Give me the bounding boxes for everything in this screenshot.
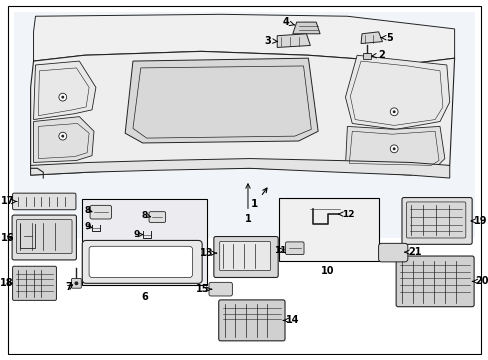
Circle shape [392,147,395,150]
Text: 17: 17 [0,197,17,206]
Text: 11: 11 [274,246,286,255]
FancyBboxPatch shape [13,266,56,300]
Text: 19: 19 [470,216,487,226]
FancyBboxPatch shape [285,242,304,255]
Bar [83,201,205,284]
Circle shape [392,110,395,113]
FancyBboxPatch shape [12,215,76,260]
Text: 12: 12 [338,210,354,219]
Text: 6: 6 [141,292,148,302]
FancyBboxPatch shape [90,205,111,219]
FancyBboxPatch shape [401,198,471,244]
FancyBboxPatch shape [406,202,465,238]
FancyBboxPatch shape [218,300,285,341]
Polygon shape [31,51,454,175]
Polygon shape [345,55,449,129]
Text: 8: 8 [141,211,150,220]
Polygon shape [14,12,474,238]
FancyBboxPatch shape [82,240,202,283]
FancyBboxPatch shape [71,278,81,288]
Polygon shape [34,117,94,162]
FancyBboxPatch shape [395,256,473,307]
Text: 8: 8 [84,206,92,215]
Text: 9: 9 [133,230,142,239]
Circle shape [74,282,78,285]
Circle shape [61,96,64,99]
FancyBboxPatch shape [219,242,270,271]
FancyBboxPatch shape [13,193,76,210]
Text: 3: 3 [264,36,277,46]
Text: 4: 4 [282,17,294,27]
FancyBboxPatch shape [213,237,278,278]
Circle shape [389,145,397,153]
Text: 7: 7 [66,282,72,292]
Circle shape [59,132,66,140]
Circle shape [61,135,64,138]
Circle shape [389,108,397,116]
Text: 16: 16 [0,234,14,243]
FancyBboxPatch shape [149,212,165,222]
Polygon shape [292,22,320,34]
Bar [82,199,206,285]
Circle shape [59,93,66,101]
Polygon shape [34,61,96,120]
Polygon shape [362,53,370,59]
Text: 10: 10 [321,266,334,276]
Text: 14: 14 [283,315,299,325]
FancyBboxPatch shape [378,243,407,262]
Text: 15: 15 [195,284,211,294]
Text: 9: 9 [84,222,92,231]
FancyBboxPatch shape [17,220,72,253]
Bar [279,198,378,261]
Text: 13: 13 [200,248,216,258]
Polygon shape [34,14,454,63]
Text: 1: 1 [244,184,251,224]
Text: 18: 18 [0,278,14,288]
Polygon shape [277,34,310,48]
Polygon shape [125,58,318,143]
FancyBboxPatch shape [208,282,232,296]
Text: 20: 20 [471,276,488,286]
Polygon shape [360,32,382,44]
Text: 21: 21 [404,247,421,257]
Text: 1: 1 [251,188,266,210]
Text: 5: 5 [380,33,392,43]
Polygon shape [31,158,449,178]
Text: 2: 2 [371,50,385,60]
FancyBboxPatch shape [89,246,192,278]
Polygon shape [345,126,444,168]
